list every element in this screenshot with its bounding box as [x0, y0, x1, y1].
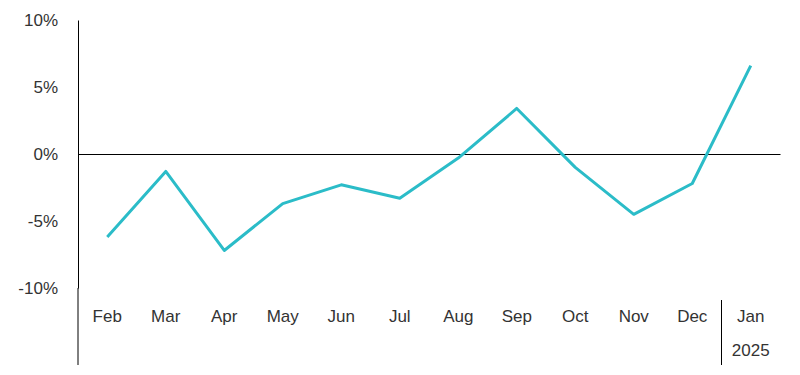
y-tick-label: -10%: [18, 279, 58, 298]
y-tick-label: 5%: [33, 78, 58, 97]
x-tick: Jan: [737, 154, 764, 326]
x-tick: Nov: [619, 154, 650, 326]
y-tick-label: -5%: [28, 212, 58, 231]
y-tick: -5%: [28, 212, 78, 231]
x-tick-label: Nov: [619, 307, 650, 326]
x-tick-label: Jul: [389, 307, 411, 326]
series-line: [107, 66, 751, 251]
x-tick: Mar: [151, 154, 181, 326]
y-tick-label: 0%: [33, 145, 58, 164]
x-tick: Oct: [562, 154, 589, 326]
x-tick-label: Feb: [93, 307, 122, 326]
x-axis: Feb Mar Apr May Jun Jul Aug Sep Oct Nov Dec Jan: [79, 154, 781, 326]
x-tick: May: [267, 154, 300, 326]
y-axis-line: [78, 21, 79, 289]
y-tick: 10%: [24, 11, 78, 30]
x-tick: Aug: [443, 154, 473, 326]
group-separator: [721, 300, 722, 365]
axis-extension: [78, 288, 79, 365]
y-tick: 5%: [33, 78, 78, 97]
y-tick: -10%: [18, 279, 78, 298]
group-label: 2025: [732, 341, 770, 360]
y-axis: -10% -5% 0% 5% 10%: [18, 11, 78, 298]
x-axis-line: [79, 154, 781, 155]
plot-area: [107, 66, 751, 251]
x-tick-label: Dec: [677, 307, 708, 326]
x-tick-label: Aug: [443, 307, 473, 326]
chart: Feb Mar Apr May Jun Jul Aug Sep Oct Nov Dec Jan -10%…: [0, 0, 800, 375]
x-tick-label: Jan: [737, 307, 764, 326]
x-tick-label: Jun: [328, 307, 355, 326]
x-tick-label: Sep: [502, 307, 532, 326]
x-tick: Jul: [389, 154, 411, 326]
x-tick-label: Mar: [151, 307, 181, 326]
x-tick-label: May: [267, 307, 300, 326]
x-tick-label: Oct: [562, 307, 589, 326]
y-tick: 0%: [33, 145, 78, 164]
x-tick: Sep: [502, 154, 532, 326]
y-tick-label: 10%: [24, 11, 58, 30]
x-tick: Jun: [328, 154, 355, 326]
x-tick: Feb: [93, 154, 122, 326]
x-tick-label: Apr: [211, 307, 238, 326]
